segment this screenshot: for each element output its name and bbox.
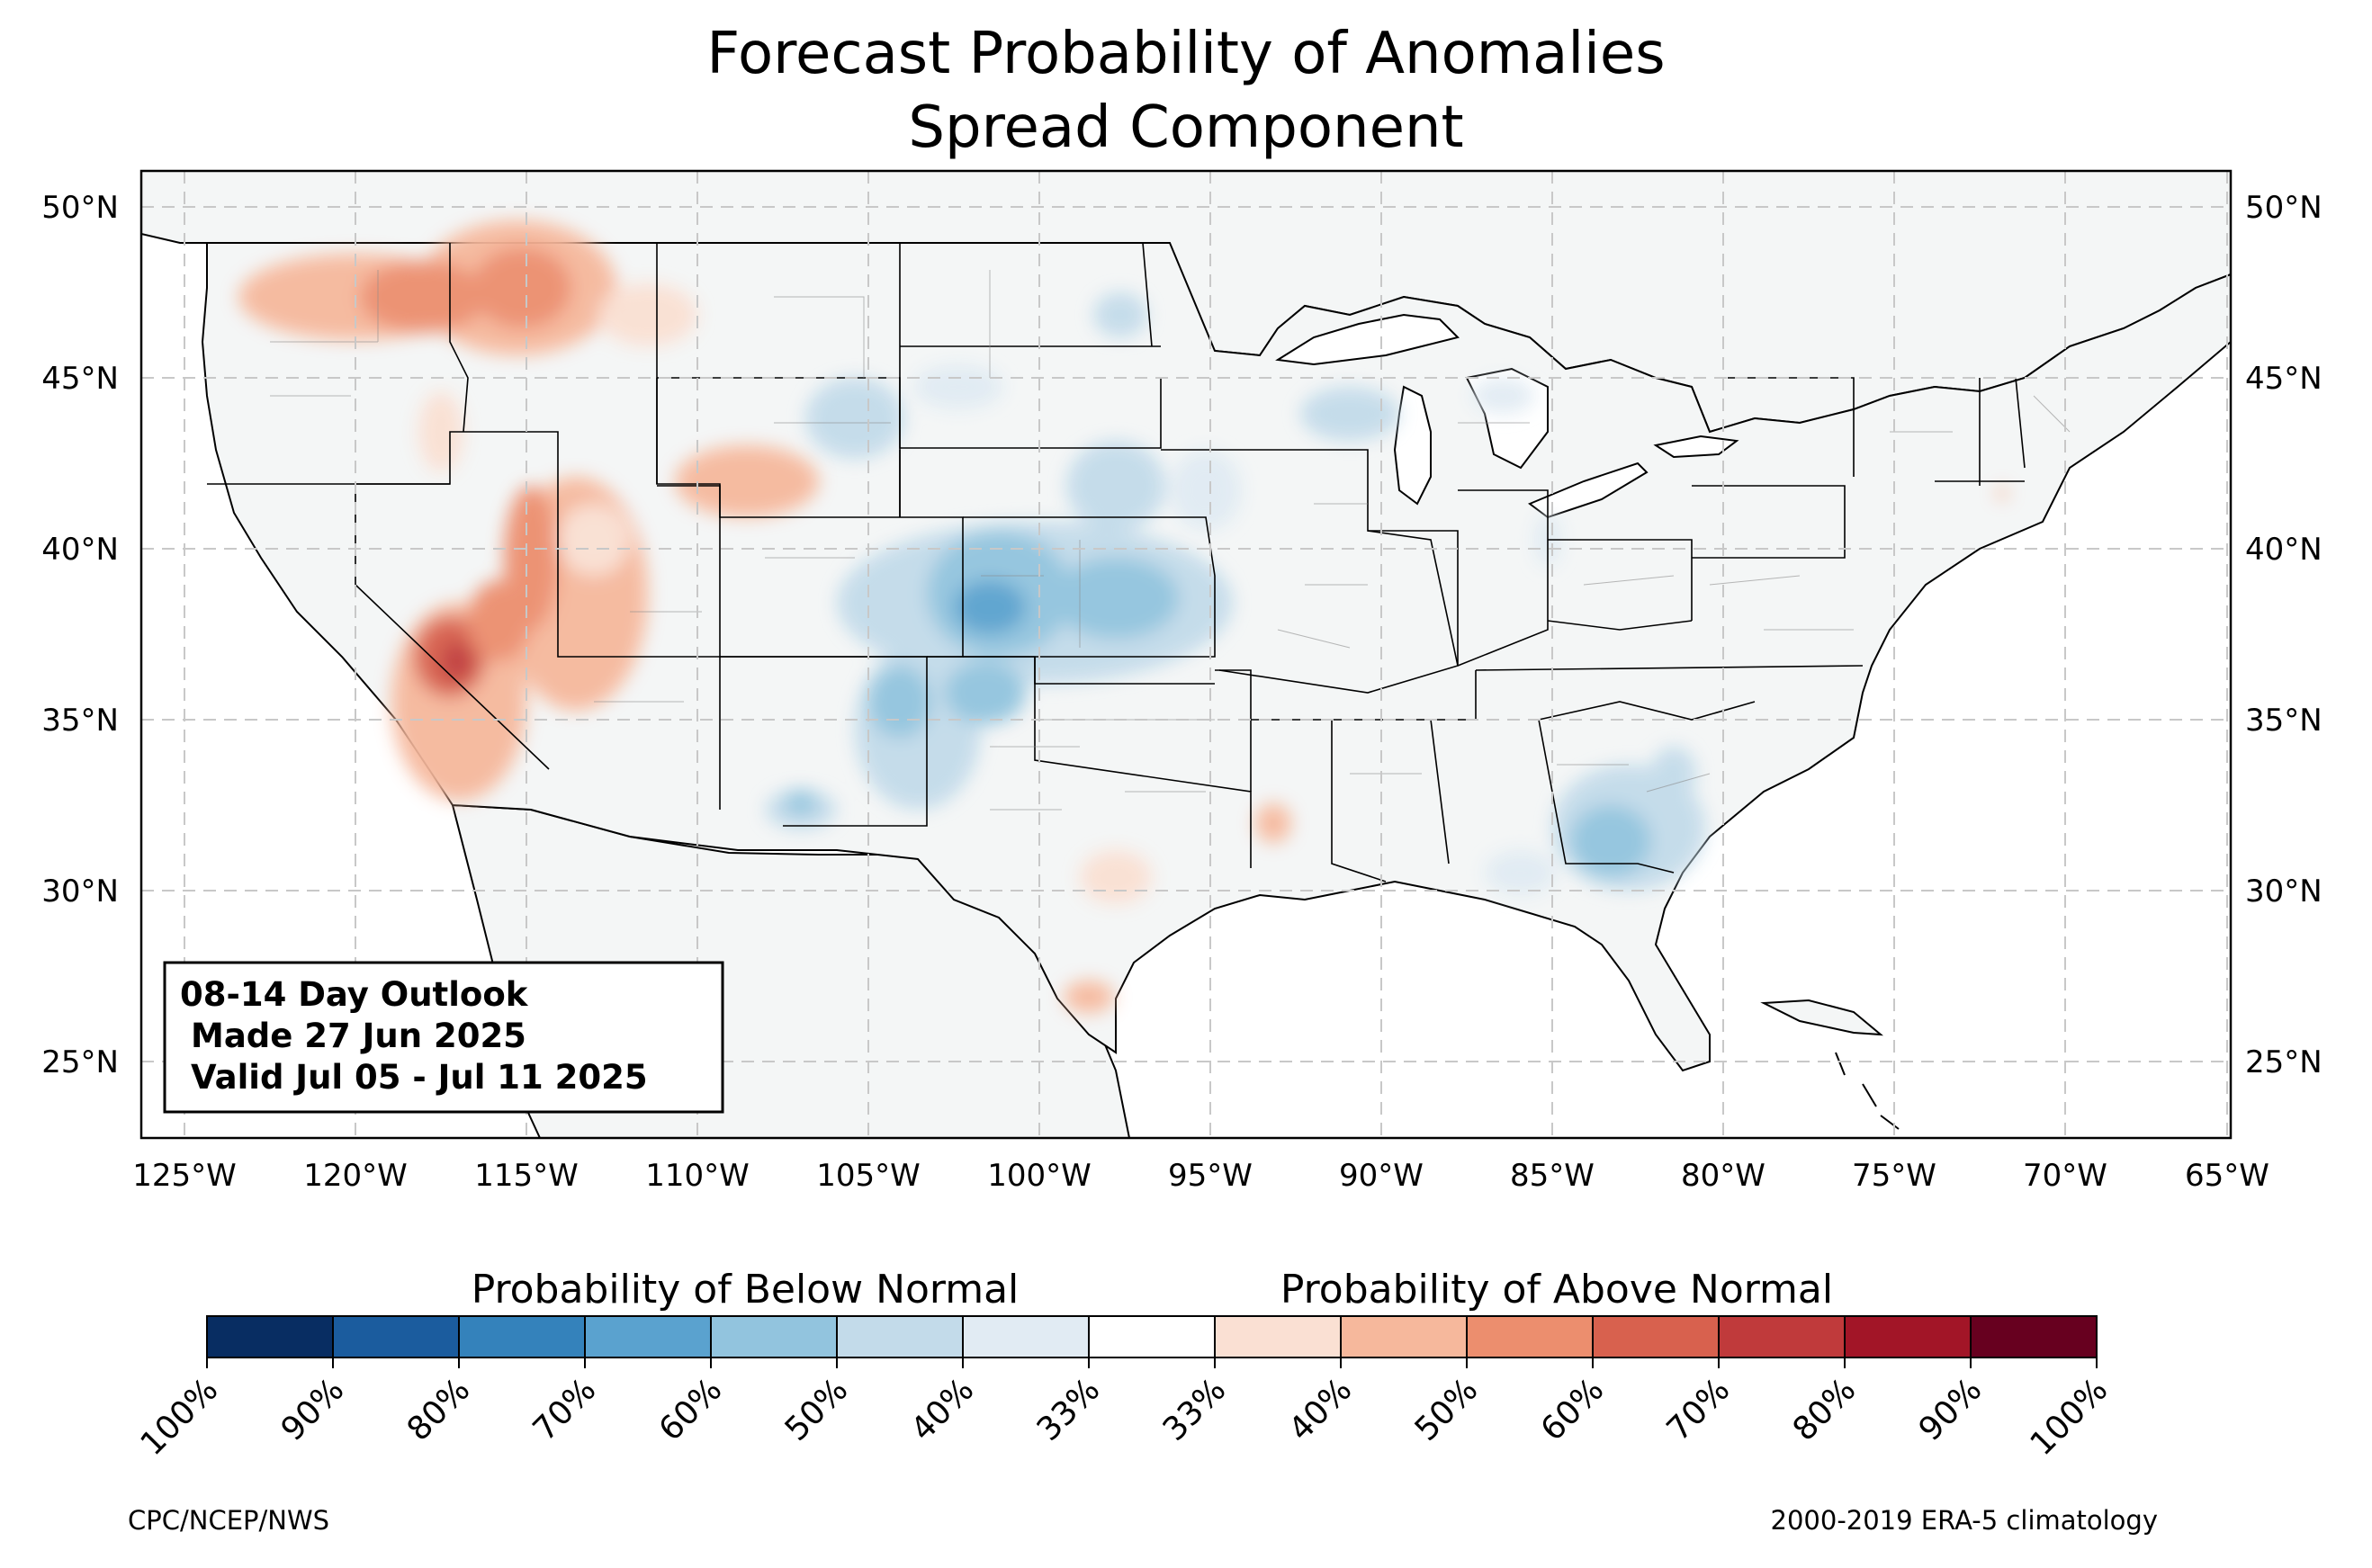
lat-labels-right: 50°N 45°N 40°N 35°N 30°N 25°N bbox=[2245, 190, 2323, 1080]
colorbar-cell bbox=[1719, 1316, 1846, 1357]
lat-label: 50°N bbox=[41, 190, 119, 226]
lat-label: 30°N bbox=[41, 874, 119, 909]
bahamas-islands bbox=[1835, 1052, 1900, 1130]
colorbar bbox=[207, 1316, 2098, 1357]
lon-labels: 125°W 120°W 115°W 110°W 105°W 100°W 95°W… bbox=[132, 1158, 2269, 1194]
lat-label: 35°N bbox=[2245, 703, 2323, 739]
lon-label: 115°W bbox=[474, 1158, 579, 1194]
cuba-island bbox=[1760, 999, 1884, 1036]
colorbar-tick-label: 90% bbox=[274, 1371, 352, 1448]
colorbar-cell bbox=[1971, 1316, 2098, 1357]
lat-label: 25°N bbox=[41, 1044, 119, 1080]
outlook-period: 08-14 Day Outlook bbox=[180, 975, 529, 1014]
colorbar-above-label: Probability of Above Normal bbox=[1280, 1267, 1833, 1313]
colorbar-cell bbox=[1341, 1316, 1468, 1357]
map-frame bbox=[139, 169, 2233, 1140]
lake-superior bbox=[1275, 313, 1460, 366]
lat-label: 35°N bbox=[41, 703, 119, 739]
outlook-made-date: Made 27 Jun 2025 bbox=[191, 1017, 526, 1055]
colorbar-cell bbox=[207, 1316, 334, 1357]
lon-label: 80°W bbox=[1681, 1158, 1766, 1194]
lon-label: 85°W bbox=[1510, 1158, 1595, 1194]
colorbar-cell bbox=[333, 1316, 460, 1357]
colorbar-tick-label: 70% bbox=[1660, 1371, 1738, 1448]
lon-label: 70°W bbox=[2023, 1158, 2107, 1194]
colorbar-cell bbox=[837, 1316, 964, 1357]
colorbar-tick-label: 60% bbox=[652, 1371, 730, 1448]
colorbar-tick-label: 70% bbox=[526, 1371, 604, 1448]
lon-label: 75°W bbox=[1852, 1158, 1936, 1194]
lat-label: 45°N bbox=[2245, 361, 2323, 397]
colorbar-tick-label: 40% bbox=[904, 1371, 982, 1448]
colorbar-cell bbox=[1845, 1316, 1972, 1357]
colorbar-tick-label: 80% bbox=[1786, 1371, 1864, 1448]
colorbar-tick-label: 50% bbox=[778, 1371, 856, 1448]
graticule bbox=[141, 171, 2231, 1138]
colorbar-tick-label: 50% bbox=[1408, 1371, 1486, 1448]
colorbar-tick-label: 33% bbox=[1156, 1371, 1234, 1448]
colorbar-cell bbox=[1467, 1316, 1594, 1357]
lake-michigan bbox=[1393, 385, 1432, 506]
lat-label: 40°N bbox=[2245, 532, 2323, 568]
lat-label: 50°N bbox=[2245, 190, 2323, 226]
colorbar-cell bbox=[585, 1316, 712, 1357]
lon-label: 110°W bbox=[645, 1158, 750, 1194]
lat-label: 25°N bbox=[2245, 1044, 2323, 1080]
colorbar-cell bbox=[1089, 1316, 1216, 1357]
colorbar-below-label: Probability of Below Normal bbox=[472, 1267, 1020, 1313]
colorbar-tick-label: 60% bbox=[1534, 1371, 1612, 1448]
lat-labels-left: 50°N 45°N 40°N 35°N 30°N 25°N bbox=[41, 190, 119, 1080]
county-borders bbox=[270, 270, 2071, 811]
colorbar-tick-label: 100% bbox=[2024, 1371, 2116, 1463]
lat-label: 30°N bbox=[2245, 874, 2323, 909]
colorbar-cell bbox=[711, 1316, 838, 1357]
lon-label: 120°W bbox=[303, 1158, 408, 1194]
colorbar-tick-label: 40% bbox=[1282, 1371, 1360, 1448]
colorbar-tick-label: 33% bbox=[1030, 1371, 1108, 1448]
footer-credit: CPC/NCEP/NWS bbox=[128, 1505, 330, 1536]
colorbar-tick-label: 100% bbox=[134, 1371, 226, 1463]
below-normal-shading bbox=[765, 292, 1705, 895]
map-title-line-2: Spread Component bbox=[908, 94, 1464, 161]
lon-label: 100°W bbox=[987, 1158, 1092, 1194]
colorbar-cell bbox=[1215, 1316, 1342, 1357]
footer-climatology: 2000-2019 ERA-5 climatology bbox=[1770, 1505, 2158, 1536]
lat-label: 40°N bbox=[41, 532, 119, 568]
lon-label: 105°W bbox=[816, 1158, 921, 1194]
colorbar-cell bbox=[963, 1316, 1090, 1357]
lon-label: 125°W bbox=[132, 1158, 237, 1194]
lon-label: 90°W bbox=[1339, 1158, 1424, 1194]
outlook-valid-range: Valid Jul 05 - Jul 11 2025 bbox=[191, 1058, 648, 1097]
colorbar-cell bbox=[459, 1316, 586, 1357]
colorbar-tick-label: 80% bbox=[400, 1371, 478, 1448]
outlook-info-box: 08-14 Day Outlook Made 27 Jun 2025 Valid… bbox=[163, 961, 724, 1114]
colorbar-tick-label: 90% bbox=[1912, 1371, 1990, 1448]
map-title-line-1: Forecast Probability of Anomalies bbox=[706, 21, 1666, 87]
lake-ontario bbox=[1653, 435, 1739, 459]
lon-label: 95°W bbox=[1168, 1158, 1253, 1194]
colorbar-cell bbox=[1593, 1316, 1720, 1357]
lat-label: 45°N bbox=[41, 361, 119, 397]
lon-label: 65°W bbox=[2185, 1158, 2269, 1194]
